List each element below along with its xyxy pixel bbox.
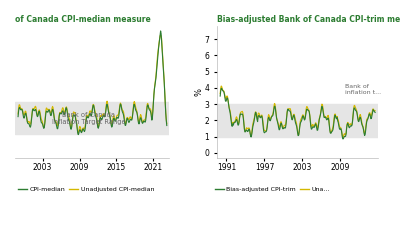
Bar xyxy=(15,102,169,134)
Legend: CPI-median, Unadjusted CPI-median: CPI-median, Unadjusted CPI-median xyxy=(15,184,157,194)
Text: Bank of Canada
Inflation Target Range: Bank of Canada Inflation Target Range xyxy=(52,112,126,125)
Text: Bias-adjusted Bank of Canada CPI-trim me...: Bias-adjusted Bank of Canada CPI-trim me… xyxy=(217,15,400,24)
Bar xyxy=(217,104,378,137)
Legend: Bias-adjusted CPI-trim, Una...: Bias-adjusted CPI-trim, Una... xyxy=(212,184,333,194)
Text: Bank of
inflation t...: Bank of inflation t... xyxy=(346,84,382,95)
Y-axis label: %: % xyxy=(194,88,203,96)
Text: of Canada CPI-median measure: of Canada CPI-median measure xyxy=(15,15,151,24)
